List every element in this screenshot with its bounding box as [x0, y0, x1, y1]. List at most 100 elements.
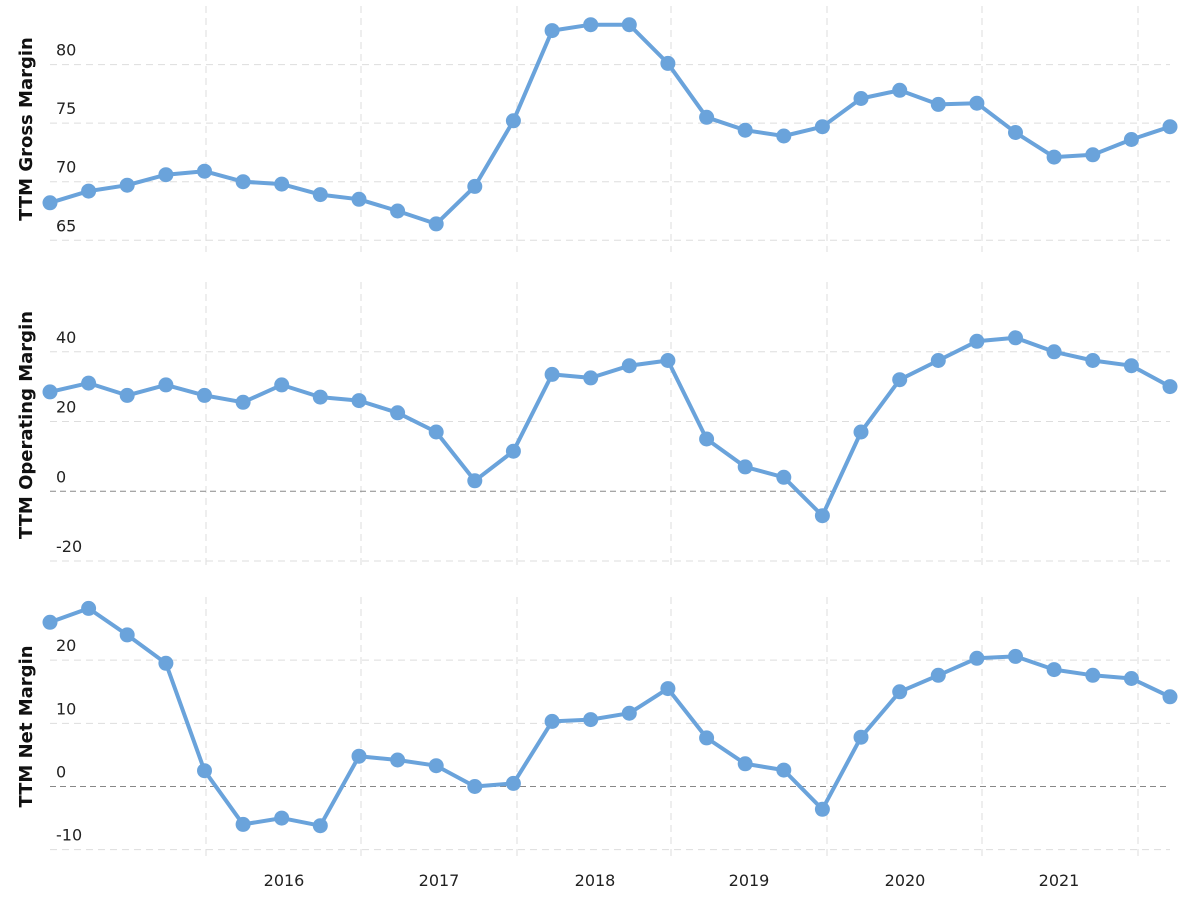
data-point[interactable] [390, 405, 406, 421]
data-point[interactable] [428, 424, 444, 440]
data-point[interactable] [1008, 330, 1023, 346]
data-point[interactable] [158, 167, 174, 183]
data-point[interactable] [119, 177, 135, 193]
data-point[interactable] [1008, 648, 1023, 664]
data-point[interactable] [737, 459, 753, 475]
data-point[interactable] [1046, 662, 1062, 678]
data-point[interactable] [467, 473, 483, 489]
data-point[interactable] [853, 91, 869, 106]
data-point[interactable] [1046, 344, 1062, 360]
data-point[interactable] [544, 366, 560, 382]
data-point[interactable] [621, 358, 637, 374]
y-tick-label: -10 [56, 826, 82, 845]
data-point[interactable] [699, 730, 715, 746]
data-point[interactable] [428, 758, 444, 774]
data-point[interactable] [776, 128, 792, 144]
data-point[interactable] [583, 712, 599, 728]
data-point[interactable] [583, 17, 599, 33]
data-point[interactable] [312, 389, 328, 405]
data-point[interactable] [621, 705, 637, 721]
data-point[interactable] [1085, 667, 1101, 683]
data-point[interactable] [235, 394, 251, 410]
data-point[interactable] [544, 713, 560, 729]
y-tick-label: -20 [56, 537, 82, 556]
series-line [49, 22, 1171, 226]
data-point[interactable] [467, 779, 483, 794]
data-point[interactable] [892, 82, 908, 98]
data-point[interactable] [235, 174, 251, 190]
data-point[interactable] [660, 681, 676, 697]
data-point[interactable] [1085, 353, 1101, 368]
data-point[interactable] [621, 17, 637, 33]
data-point[interactable] [197, 763, 212, 779]
y-axis-label: TTM Gross Margin [16, 37, 37, 221]
data-point[interactable] [351, 393, 367, 409]
data-point[interactable] [699, 109, 715, 125]
data-point[interactable] [312, 187, 328, 203]
data-point[interactable] [699, 431, 715, 447]
data-point[interactable] [158, 377, 174, 393]
data-point[interactable] [969, 333, 985, 349]
data-point[interactable] [505, 113, 521, 129]
data-point[interactable] [776, 762, 792, 778]
data-point[interactable] [312, 818, 328, 834]
data-point[interactable] [42, 195, 58, 211]
data-point[interactable] [930, 353, 946, 368]
x-tick-label: 2019 [729, 871, 770, 890]
data-point[interactable] [583, 370, 599, 386]
data-point[interactable] [853, 729, 869, 745]
data-point[interactable] [351, 748, 367, 764]
data-point[interactable] [1046, 149, 1062, 165]
data-point[interactable] [660, 55, 676, 71]
data-point[interactable] [42, 614, 58, 630]
data-point[interactable] [853, 424, 869, 440]
data-point[interactable] [81, 183, 97, 199]
data-point[interactable] [81, 600, 97, 616]
data-point[interactable] [274, 810, 290, 826]
data-point[interactable] [544, 23, 560, 39]
data-point[interactable] [1008, 125, 1023, 140]
data-point[interactable] [814, 119, 830, 135]
data-point[interactable] [351, 191, 367, 207]
data-point[interactable] [1162, 119, 1178, 135]
data-point[interactable] [197, 387, 212, 403]
data-point[interactable] [390, 752, 406, 768]
y-tick-label: 0 [56, 467, 66, 486]
data-point[interactable] [274, 176, 290, 192]
data-point[interactable] [235, 816, 251, 832]
data-point[interactable] [737, 756, 753, 772]
data-point[interactable] [814, 508, 830, 524]
data-point[interactable] [1123, 132, 1139, 147]
data-point[interactable] [969, 650, 985, 666]
data-point[interactable] [467, 178, 483, 194]
y-tick-label: 10 [56, 699, 76, 718]
y-tick-label: 40 [56, 328, 76, 347]
data-point[interactable] [930, 667, 946, 683]
data-point[interactable] [119, 387, 135, 403]
data-point[interactable] [505, 443, 521, 459]
data-point[interactable] [1162, 689, 1178, 705]
data-point[interactable] [1123, 671, 1139, 686]
data-point[interactable] [660, 353, 676, 368]
data-point[interactable] [1123, 358, 1139, 374]
data-point[interactable] [892, 684, 908, 700]
data-point[interactable] [892, 372, 908, 388]
data-point[interactable] [814, 801, 830, 817]
data-point[interactable] [390, 203, 406, 219]
data-point[interactable] [119, 627, 135, 643]
chart-panels: 65 70 75 80 TTM Gross Margin -20 0 20 40 TTM Oper… [16, 6, 1178, 856]
data-point[interactable] [505, 775, 521, 791]
data-point[interactable] [776, 469, 792, 485]
data-point[interactable] [197, 163, 212, 179]
data-point[interactable] [428, 216, 444, 232]
data-point[interactable] [969, 95, 985, 111]
data-point[interactable] [1162, 379, 1178, 395]
data-point[interactable] [737, 122, 753, 138]
y-tick-label: 0 [56, 763, 66, 782]
data-point[interactable] [1085, 147, 1101, 163]
data-point[interactable] [158, 655, 174, 671]
data-point[interactable] [42, 384, 58, 400]
data-point[interactable] [930, 96, 946, 112]
data-point[interactable] [81, 375, 97, 391]
data-point[interactable] [274, 377, 290, 393]
